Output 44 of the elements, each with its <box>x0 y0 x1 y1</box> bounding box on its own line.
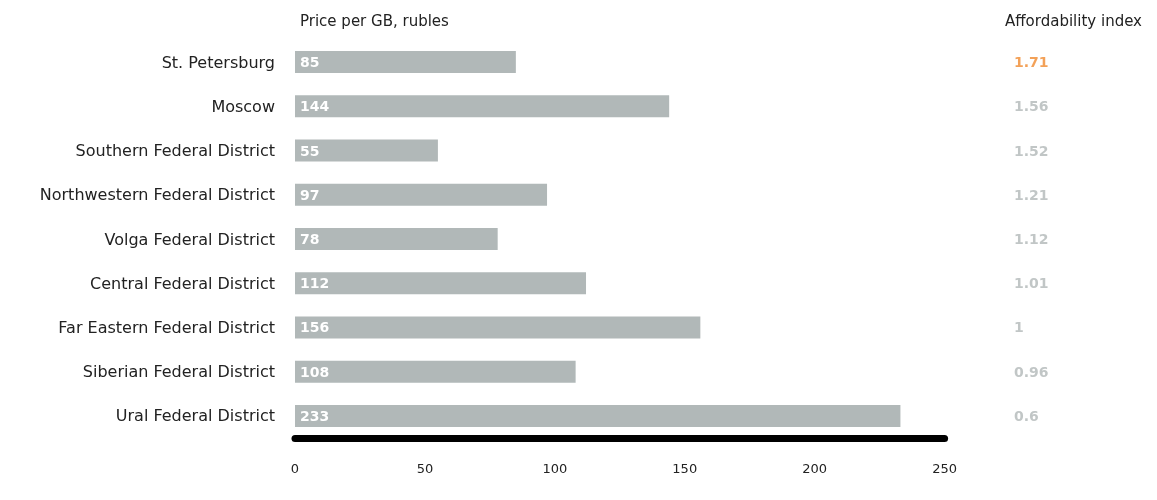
data-label: 78 <box>300 231 320 247</box>
data-label: 85 <box>300 54 320 71</box>
bar <box>295 316 701 339</box>
text: Affordability index <box>1005 11 1143 30</box>
data-label: 1 <box>1013 319 1024 336</box>
data-label: 1.56 <box>1013 98 1049 115</box>
y-tick-label: Southern Federal District <box>75 141 275 161</box>
y-tick-label: Volga Federal District <box>104 229 275 249</box>
y-tick-label: Far Eastern Federal District <box>58 317 275 337</box>
data-label: 97 <box>300 186 320 203</box>
x-tick-label: 250 <box>932 461 958 476</box>
bar <box>295 272 587 295</box>
data-label: 112 <box>300 275 330 292</box>
data-label: 1.52 <box>1013 142 1049 159</box>
bar <box>295 404 901 427</box>
data-label: 156 <box>300 319 330 336</box>
bar <box>295 95 670 118</box>
data-label: 233 <box>300 407 330 424</box>
data-label: 1.21 <box>1013 186 1049 203</box>
bar <box>295 51 516 74</box>
data-label: 0.96 <box>1013 363 1049 380</box>
chart-title: Price per GB, rubles <box>300 11 450 30</box>
x-tick-label: 100 <box>542 461 568 476</box>
y-tick-label: St. Petersburg <box>161 52 275 72</box>
y-tick-label: Central Federal District <box>90 273 275 293</box>
data-label: 55 <box>300 142 320 159</box>
data-label: 1.71 <box>1013 54 1049 71</box>
y-tick-label: Siberian Federal District <box>82 362 275 382</box>
data-label: 1.12 <box>1013 231 1049 247</box>
x-tick-label: 50 <box>416 461 434 476</box>
data-label: 144 <box>300 98 330 115</box>
bar <box>295 228 498 250</box>
data-label: 0.6 <box>1013 407 1039 424</box>
data-label: 108 <box>300 363 330 380</box>
x-tick-label: 150 <box>672 461 698 476</box>
bar <box>295 183 548 206</box>
y-tick-label: Moscow <box>211 96 275 116</box>
bar <box>295 360 576 383</box>
y-tick-label: Ural Federal District <box>115 406 275 426</box>
x-tick-label: 200 <box>802 461 828 476</box>
bar <box>295 139 438 162</box>
y-tick-label: Northwestern Federal District <box>39 185 275 205</box>
x-tick-label: 0 <box>290 461 300 476</box>
data-label: 1.01 <box>1013 275 1049 292</box>
